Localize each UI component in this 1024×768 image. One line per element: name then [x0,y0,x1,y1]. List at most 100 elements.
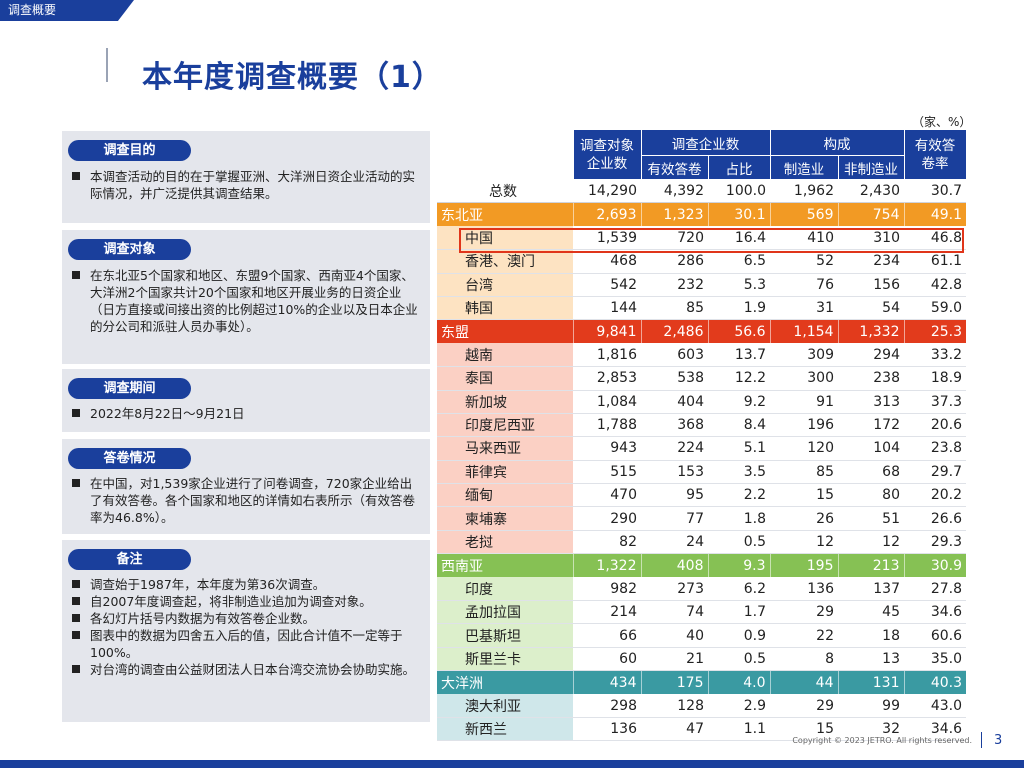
row-label: 柬埔寨 [437,506,573,531]
cell-value: 60.6 [904,623,966,648]
title-accent-bar [106,48,108,82]
cell-value: 54 [838,296,904,321]
cell-value: 14,290 [573,179,641,204]
cell-value: 2,693 [572,202,641,227]
cell-value: 286 [641,249,708,274]
row-label: 东盟 [437,319,573,344]
row-label: 菲律宾 [437,460,573,485]
cell-value: 4,392 [641,179,708,204]
cell-value: 2,853 [573,366,641,391]
cell-value: 137 [838,577,904,602]
panel-response: 答卷情况 在中国，对1,539家企业进行了问卷调查，720家企业给出了有效答卷。… [62,439,430,534]
table-row: 泰国 2,853 538 12.2 300 238 18.9 [437,366,966,391]
panel-label-notes: 备注 [68,549,191,570]
cell-value: 470 [573,483,641,508]
cell-value: 1,539 [573,226,641,251]
cell-value: 1.1 [708,717,770,742]
panel-body-purpose: 本调查活动的目的在于掌握亚洲、大洋洲日资企业活动的实际情况，并广泛提供其调查结果… [70,168,420,202]
cell-value: 20.6 [904,413,966,438]
header-valid-rate: 有效答卷率 [903,129,967,180]
table-row: 菲律宾 515 153 3.5 85 68 29.7 [437,460,966,485]
panel-item: 自2007年度调查起，将非制造业追加为调查对象。 [70,593,420,610]
cell-value: 754 [837,202,904,227]
cell-value: 0.9 [708,623,770,648]
cell-value: 100.0 [708,179,770,204]
cell-value: 30.9 [903,553,966,578]
cell-value: 76 [770,273,838,297]
cell-value: 232 [641,273,708,297]
cell-value: 310 [838,226,904,251]
header-group-composition: 构成 [769,129,905,156]
cell-value: 368 [641,413,708,438]
cell-value: 2,430 [838,179,904,204]
cell-value: 515 [573,460,641,485]
survey-table: 调查对象企业数 调查企业数 构成 有效答卷率 有效答卷 占比 制造业 非制造业 … [437,129,967,742]
row-label: 马来西亚 [437,436,573,461]
header-valid: 有效答卷 [640,155,709,180]
header-share: 占比 [707,155,771,180]
row-label: 巴基斯坦 [437,623,573,648]
cell-value: 136 [770,577,838,602]
cell-value: 8.4 [708,413,770,438]
cell-value: 2.9 [708,694,770,718]
cell-value: 91 [770,390,838,414]
row-label: 缅甸 [437,483,573,508]
cell-value: 26 [770,506,838,531]
panel-target: 调查对象 在东北亚5个国家和地区、东盟9个国家、西南亚4个国家、大洋洲2个国家共… [62,230,430,364]
unit-note: （家、%） [912,115,972,129]
cell-value: 35.0 [904,647,966,672]
table-row: 台湾 542 232 5.3 76 156 42.8 [437,273,966,297]
cell-value: 74 [641,600,708,625]
cell-value: 80 [838,483,904,508]
table-row: 印度 982 273 6.2 136 137 27.8 [437,577,966,602]
cell-value: 943 [573,436,641,461]
panel-item: 对台湾的调查由公益财团法人日本台湾交流协会协助实施。 [70,661,420,678]
row-label: 泰国 [437,366,573,391]
cell-value: 43.0 [904,694,966,718]
panel-item: 各幻灯片括号内数据为有效答卷企业数。 [70,610,420,627]
row-label: 中国 [437,226,573,251]
cell-value: 8 [770,647,838,672]
cell-value: 144 [573,296,641,321]
cell-value: 29.7 [904,460,966,485]
row-label: 印度尼西亚 [437,413,573,438]
cell-value: 300 [770,366,838,391]
panel-item: 2022年8月22日～9月21日 [70,405,420,422]
cell-value: 12 [838,530,904,555]
table-row: 柬埔寨 290 77 1.8 26 51 26.6 [437,506,966,531]
section-tag: 调查概要 [0,0,134,21]
cell-value: 175 [640,670,708,695]
cell-value: 26.6 [904,506,966,531]
cell-value: 120 [770,436,838,461]
header-group-survey: 调查企业数 [640,129,771,156]
cell-value: 29 [770,600,838,625]
row-label: 孟加拉国 [437,600,573,625]
cell-value: 224 [641,436,708,461]
cell-value: 37.3 [904,390,966,414]
cell-value: 95 [641,483,708,508]
page-title: 本年度调查概要（1） [142,60,443,95]
cell-value: 0.5 [708,647,770,672]
cell-value: 60 [573,647,641,672]
table-row: 新西兰 136 47 1.1 15 32 34.6 [437,717,966,742]
panel-body-notes: 调查始于1987年，本年度为第36次调查。 自2007年度调查起，将非制造业追加… [70,576,420,678]
page-number: 3 [994,733,1003,748]
cell-value: 33.2 [904,343,966,368]
cell-value: 298 [573,694,641,718]
cell-value: 104 [838,436,904,461]
cell-value: 1,962 [770,179,838,204]
cell-value: 2,486 [640,319,708,344]
cell-value: 196 [770,413,838,438]
cell-value: 40.3 [903,670,966,695]
cell-value: 0.5 [708,530,770,555]
table-row: 中国 1,539 720 16.4 410 310 46.8 [437,226,966,251]
row-label: 斯里兰卡 [437,647,573,672]
cell-value: 99 [838,694,904,718]
cell-value: 15 [770,483,838,508]
cell-value: 9.2 [708,390,770,414]
row-label: 印度 [437,577,573,602]
row-label: 韩国 [437,296,573,321]
row-label: 总数 [437,179,573,204]
cell-value: 1,332 [837,319,904,344]
cell-value: 68 [838,460,904,485]
